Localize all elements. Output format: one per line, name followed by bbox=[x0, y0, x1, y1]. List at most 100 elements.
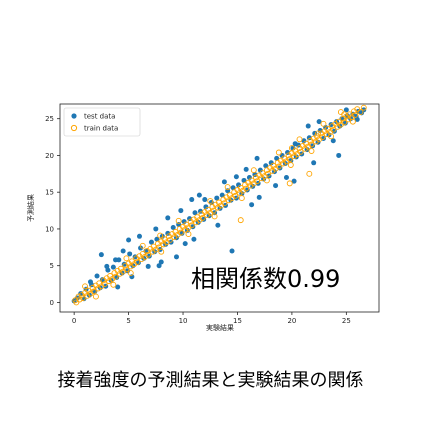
data-point-test bbox=[219, 192, 225, 198]
data-point-test bbox=[120, 248, 126, 254]
data-point-test bbox=[241, 177, 247, 183]
data-point-test bbox=[215, 222, 221, 228]
data-point-test bbox=[221, 179, 227, 185]
data-point-train bbox=[238, 195, 245, 202]
data-point-test bbox=[236, 182, 242, 188]
y-axis: 0 5 10 15 20 25 bbox=[45, 115, 60, 307]
data-point-test bbox=[156, 263, 162, 269]
data-point-train bbox=[296, 136, 303, 143]
data-point-train bbox=[123, 266, 130, 273]
data-point-test bbox=[343, 107, 349, 113]
data-point-test bbox=[257, 167, 263, 173]
data-point-test bbox=[233, 174, 239, 180]
data-point-test bbox=[165, 215, 171, 221]
data-point-test bbox=[110, 264, 116, 270]
data-point-train bbox=[352, 112, 358, 118]
data-point-test bbox=[148, 239, 154, 245]
data-point-train bbox=[341, 111, 348, 118]
data-point-test bbox=[170, 224, 176, 230]
data-point-test bbox=[268, 160, 274, 166]
data-point-train bbox=[221, 200, 228, 207]
data-point-test bbox=[254, 155, 260, 161]
data-point-train bbox=[349, 118, 356, 125]
data-point-train bbox=[167, 237, 173, 243]
train-series bbox=[72, 104, 367, 306]
y-tick-label: 0 bbox=[50, 299, 54, 307]
data-point-test bbox=[249, 202, 255, 208]
data-point-test bbox=[330, 138, 336, 144]
data-point-test bbox=[274, 155, 280, 161]
legend-label-train: train data bbox=[84, 125, 118, 133]
data-point-train bbox=[288, 145, 295, 152]
data-point-test bbox=[127, 251, 133, 257]
data-point-train bbox=[175, 217, 182, 224]
data-point-train bbox=[210, 207, 217, 214]
data-point-train bbox=[188, 222, 195, 229]
data-point-train bbox=[308, 148, 315, 154]
data-point-test bbox=[104, 263, 110, 269]
data-point-train bbox=[224, 184, 231, 191]
data-point-test bbox=[311, 160, 317, 166]
data-point-train bbox=[275, 149, 282, 156]
data-point-train bbox=[185, 231, 192, 238]
y-tick-label: 5 bbox=[50, 262, 54, 270]
x-tick-label: 25 bbox=[342, 317, 351, 325]
data-point-train bbox=[341, 119, 348, 126]
data-point-train bbox=[73, 299, 80, 306]
data-point-test bbox=[229, 248, 235, 254]
legend-label-test: test data bbox=[84, 113, 115, 121]
data-point-test bbox=[202, 197, 208, 203]
data-point-test bbox=[273, 183, 279, 189]
data-point-test bbox=[354, 116, 360, 122]
data-point-test bbox=[154, 236, 160, 242]
x-tick-label: 5 bbox=[126, 317, 130, 325]
data-point-test bbox=[94, 273, 100, 279]
data-point-train bbox=[123, 255, 130, 262]
data-point-test bbox=[301, 138, 307, 144]
data-point-test bbox=[113, 257, 119, 263]
data-point-train bbox=[199, 214, 206, 221]
data-point-test bbox=[138, 245, 144, 251]
x-axis: 0 5 10 15 20 25 bbox=[72, 312, 351, 325]
y-axis-label: 予測結果 bbox=[26, 194, 35, 222]
data-point-train bbox=[211, 213, 218, 220]
data-point-test bbox=[145, 263, 151, 269]
data-point-train bbox=[237, 217, 244, 224]
data-point-train bbox=[82, 283, 88, 290]
x-tick-label: 15 bbox=[233, 317, 242, 325]
data-point-train bbox=[330, 126, 337, 133]
data-point-test bbox=[98, 252, 104, 258]
data-point-train bbox=[127, 270, 134, 276]
data-point-train bbox=[232, 192, 239, 199]
data-point-test bbox=[87, 279, 93, 285]
data-point-train bbox=[319, 134, 326, 141]
data-point-train bbox=[250, 167, 257, 174]
data-point-test bbox=[230, 185, 236, 191]
legend: test data train data bbox=[63, 107, 141, 137]
plot-area: 0 5 10 15 20 25 0 5 10 15 20 25 bbox=[45, 103, 380, 325]
data-point-test bbox=[191, 236, 197, 242]
data-point-test bbox=[263, 163, 269, 169]
data-point-test bbox=[203, 204, 209, 210]
y-tick-label: 15 bbox=[45, 189, 54, 197]
data-point-test bbox=[158, 259, 164, 265]
data-point-train bbox=[110, 281, 117, 288]
data-point-train bbox=[254, 178, 261, 185]
data-point-test bbox=[192, 210, 198, 216]
legend-marker-train bbox=[70, 124, 78, 132]
data-point-test bbox=[181, 219, 187, 225]
data-point-test bbox=[305, 123, 311, 129]
y-tick-label: 20 bbox=[45, 152, 54, 160]
legend-marker-test bbox=[71, 113, 77, 119]
x-tick-label: 0 bbox=[72, 317, 76, 325]
data-point-train bbox=[158, 248, 165, 255]
y-tick-label: 10 bbox=[45, 225, 54, 233]
data-point-test bbox=[189, 197, 195, 203]
data-point-train bbox=[287, 162, 294, 168]
data-point-train bbox=[315, 130, 321, 137]
data-point-train bbox=[243, 185, 250, 192]
data-point-test bbox=[256, 194, 262, 200]
data-point-test bbox=[316, 119, 322, 125]
data-point-train bbox=[101, 281, 108, 288]
